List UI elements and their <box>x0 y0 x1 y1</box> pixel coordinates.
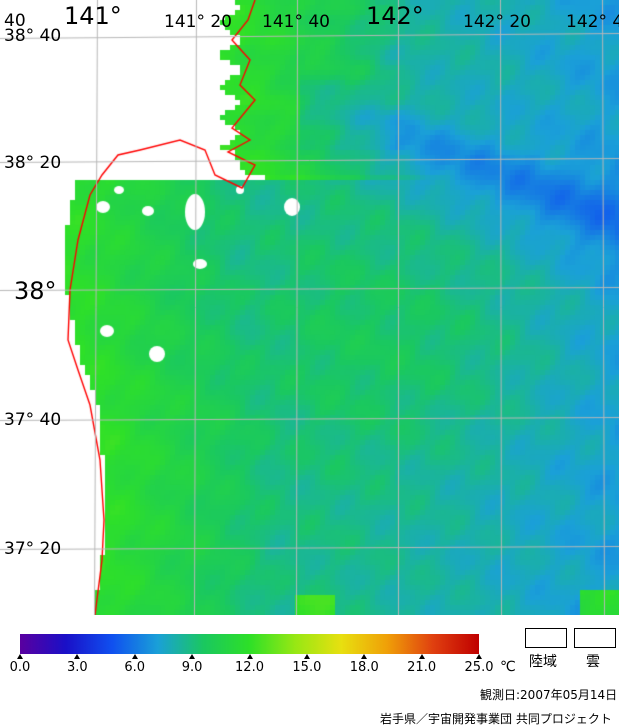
colorbar-tick-label: 15.0 <box>292 660 322 675</box>
lat-label-38-20: 38° 20 <box>4 153 62 173</box>
colorbar-tick-label: 6.0 <box>124 660 146 675</box>
colorbar-tick-mark <box>361 654 368 659</box>
colorbar-tick-label: 21.0 <box>407 660 437 675</box>
colorbar-tick-label: 18.0 <box>349 660 379 675</box>
observation-date: 観測日:2007年05月14日 <box>480 688 618 702</box>
colorbar-tick-label: 25.0 <box>464 660 494 675</box>
lon-label-142: 142° <box>366 2 424 30</box>
colorbar-tick-mark <box>476 654 482 659</box>
lon-label-141-40: 141° 40 <box>262 12 330 32</box>
colorbar-tick-label: 12.0 <box>235 660 264 675</box>
temperature-unit: ℃ <box>500 659 516 675</box>
colorbar-tick-mark <box>189 654 196 659</box>
land-legend-swatch <box>525 628 567 648</box>
lat-label-38: 38° <box>14 277 57 305</box>
cloud-legend-swatch <box>574 628 616 648</box>
colorbar-tick-mark <box>246 654 253 659</box>
lat-label-37-40: 37° 40 <box>4 410 62 430</box>
colorbar-tick-mark <box>418 654 425 659</box>
colorbar-tick-mark <box>303 654 310 659</box>
colorbar-tick-mark <box>131 654 138 659</box>
colorbar-tick-label: 0.0 <box>9 660 31 675</box>
sea-surface-temperature-map <box>0 0 619 615</box>
cloud-legend-label: 雲 <box>586 654 600 670</box>
temperature-colorbar <box>20 634 479 654</box>
lon-label-142-20: 142° 20 <box>463 12 531 32</box>
colorbar-tick-label: 9.0 <box>181 660 203 675</box>
lon-label-141: 141° <box>64 2 122 30</box>
colorbar-tick-label: 3.0 <box>67 660 88 675</box>
project-credit: 岩手県／宇宙開発事業団 共同プロジェクト <box>380 712 612 726</box>
colorbar-tick-mark <box>74 654 81 659</box>
lon-label-142-40: 142° 4 <box>566 12 619 32</box>
lon-label-141-20: 141° 20 <box>164 12 232 32</box>
lat-label-38-40: 38° 40 <box>4 26 62 46</box>
lon-label-40: 40 <box>4 11 26 31</box>
colorbar-tick-mark <box>17 654 23 659</box>
land-legend-label: 陸域 <box>529 654 557 670</box>
lat-label-37-20: 37° 20 <box>4 539 62 559</box>
